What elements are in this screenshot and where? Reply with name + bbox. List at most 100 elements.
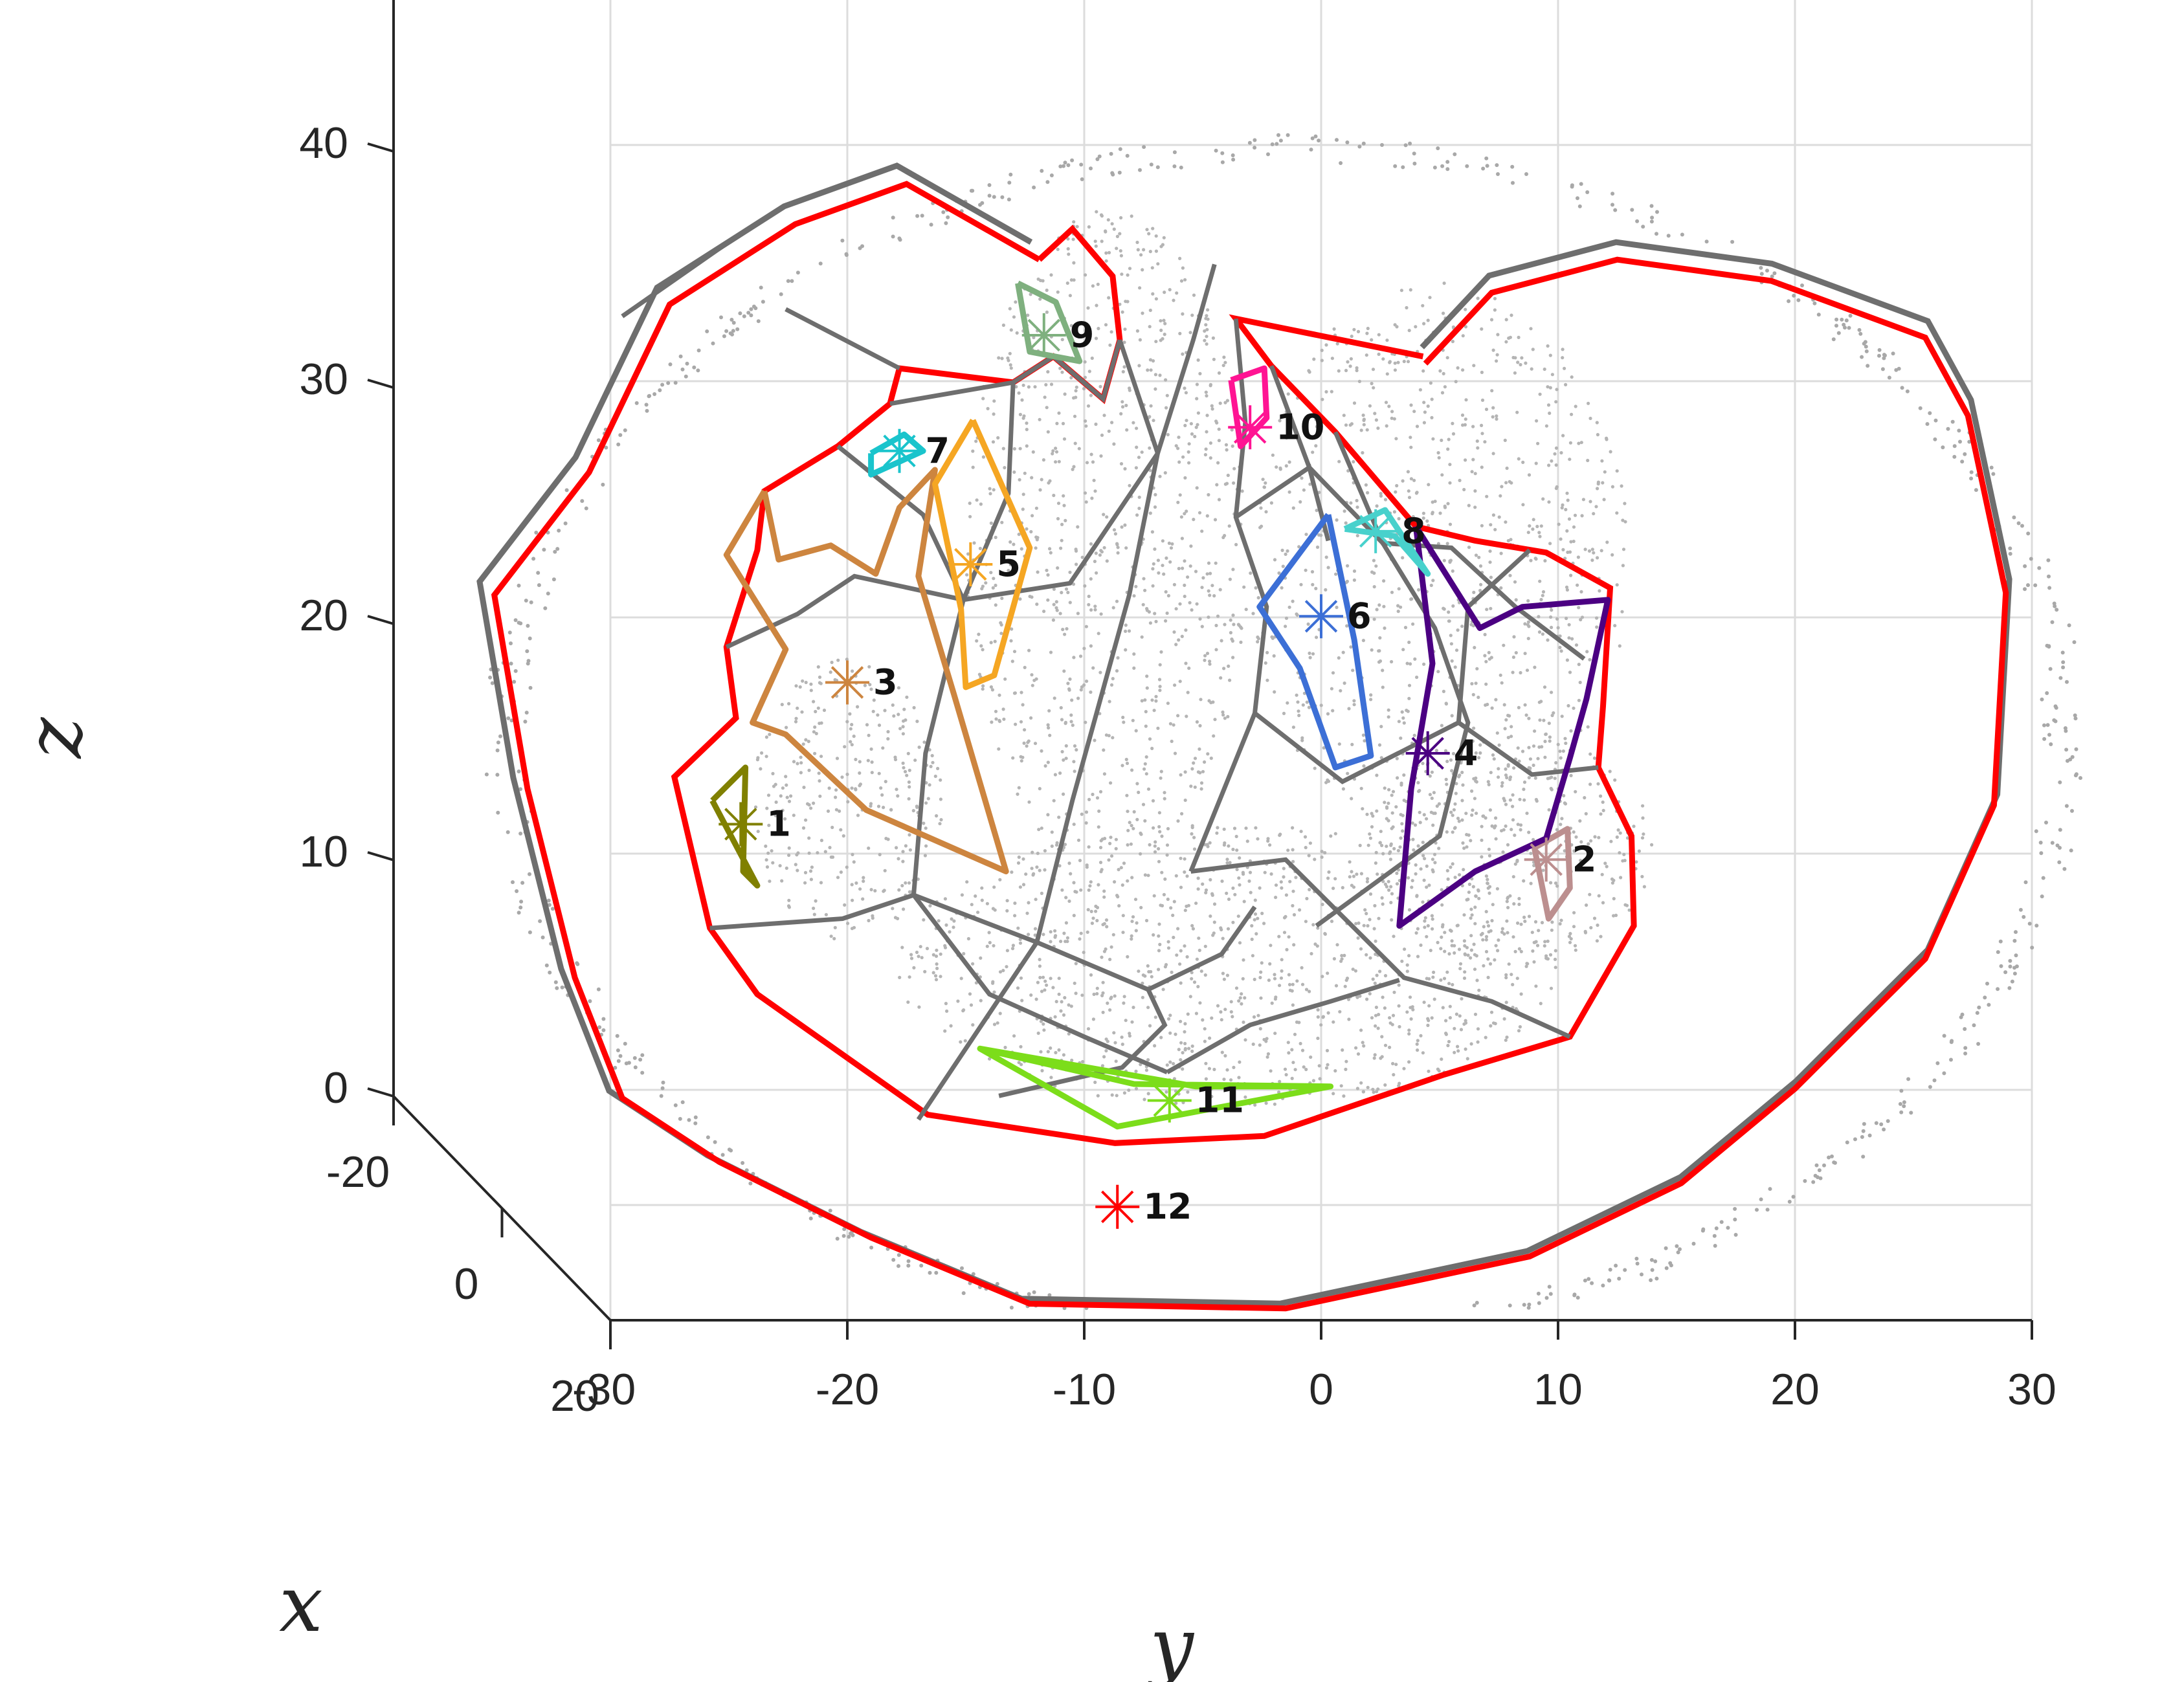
cloud-point [1963,1027,1967,1031]
cloud-point [1027,648,1031,652]
cloud-point [1089,542,1093,546]
cloud-point [1089,909,1093,913]
cloud-point [807,851,811,855]
cloud-point [787,702,791,705]
cloud-point [1572,925,1576,929]
cloud-point [1574,790,1577,793]
cloud-point [616,1059,621,1063]
cloud-point [1223,482,1227,486]
cloud-point [1407,876,1410,880]
cloud-point [1418,810,1421,814]
cloud-point [1282,711,1286,715]
cloud-point [1470,813,1474,817]
cloud-point [1666,234,1671,238]
cloud-point [1043,988,1047,992]
cloud-point [1460,818,1464,822]
cloud-point [1529,559,1533,562]
cloud-point [1331,709,1335,713]
cloud-point [1385,845,1388,848]
cloud-point [1462,868,1465,872]
cloud-point [1203,944,1207,948]
cloud-point [1425,935,1429,938]
cloud-point [1500,927,1504,931]
cloud-point [1287,973,1291,977]
cloud-point [526,661,530,666]
cloud-point [1564,382,1568,387]
cloud-point [1058,864,1062,868]
cloud-point [1237,876,1241,880]
cloud-point [1437,456,1441,459]
cloud-point [524,599,528,603]
cloud-point [1350,797,1354,801]
z-tick-label: 40 [299,118,348,168]
cloud-point [1463,944,1467,948]
cloud-point [813,725,817,729]
cloud-point [1251,954,1254,958]
cloud-point [1987,1002,1991,1007]
cloud-point [1596,433,1599,437]
cloud-point [1479,582,1483,586]
cloud-point [1409,477,1413,481]
cloud-point [1563,736,1567,740]
cloud-point [540,935,545,940]
cloud-point [1084,821,1088,825]
cloud-point [1366,326,1370,331]
cloud-point [1258,526,1262,529]
cloud-point [906,1263,911,1268]
cloud-point [1902,1100,1906,1105]
cloud-point [1031,450,1035,454]
cloud-point [1440,473,1444,477]
cloud-point [1181,455,1185,459]
cloud-point [1122,365,1126,369]
cloud-point [858,887,862,891]
y-tick-label: -10 [1053,1365,1116,1414]
cloud-point [1392,510,1396,514]
cloud-point [1195,382,1199,386]
cloud-point [1334,572,1338,576]
cloud-point [999,632,1003,636]
cloud-point [746,311,751,315]
cloud-point [1062,931,1066,935]
cloud-point [1621,859,1625,863]
cloud-point [1071,467,1075,471]
cloud-point [1123,327,1127,331]
cloud-point [1185,419,1188,423]
cloud-point [1161,337,1164,341]
cloud-point [992,1023,997,1026]
cloud-point [1817,1168,1822,1173]
cloud-point [1516,746,1520,750]
cloud-point [748,1181,753,1186]
cloud-point [1436,670,1440,674]
cloud-point [1038,488,1042,492]
cloud-point [1950,419,1955,424]
cloud-point [1356,329,1361,333]
cloud-point [780,703,784,707]
cloud-point [781,786,785,790]
cloud-point [1266,1052,1270,1056]
cloud-point [1277,1090,1281,1094]
cloud-point [1484,156,1489,160]
region-outline-9 [1015,280,1083,364]
cloud-point [1151,567,1155,571]
cloud-point [1451,751,1456,756]
cloud-point [1034,677,1038,681]
cloud-point [1370,382,1374,386]
cloud-point [1544,424,1548,428]
cloud-point [1199,787,1203,791]
cloud-point [1188,995,1192,999]
cloud-point [1132,594,1136,598]
cloud-point [2078,776,2082,780]
cloud-point [1300,1048,1305,1052]
cloud-point [1380,143,1384,147]
cloud-point [906,751,910,755]
cloud-point [2070,809,2074,813]
cloud-point [1401,716,1405,720]
torso-outline-gray [476,162,2012,1307]
cloud-point [1212,1067,1216,1072]
cloud-point [1343,984,1347,988]
cloud-point [1418,388,1422,392]
cloud-point [1513,371,1517,375]
cloud-point [1506,538,1510,543]
cloud-point [1469,907,1473,911]
cloud-point [1177,638,1181,642]
